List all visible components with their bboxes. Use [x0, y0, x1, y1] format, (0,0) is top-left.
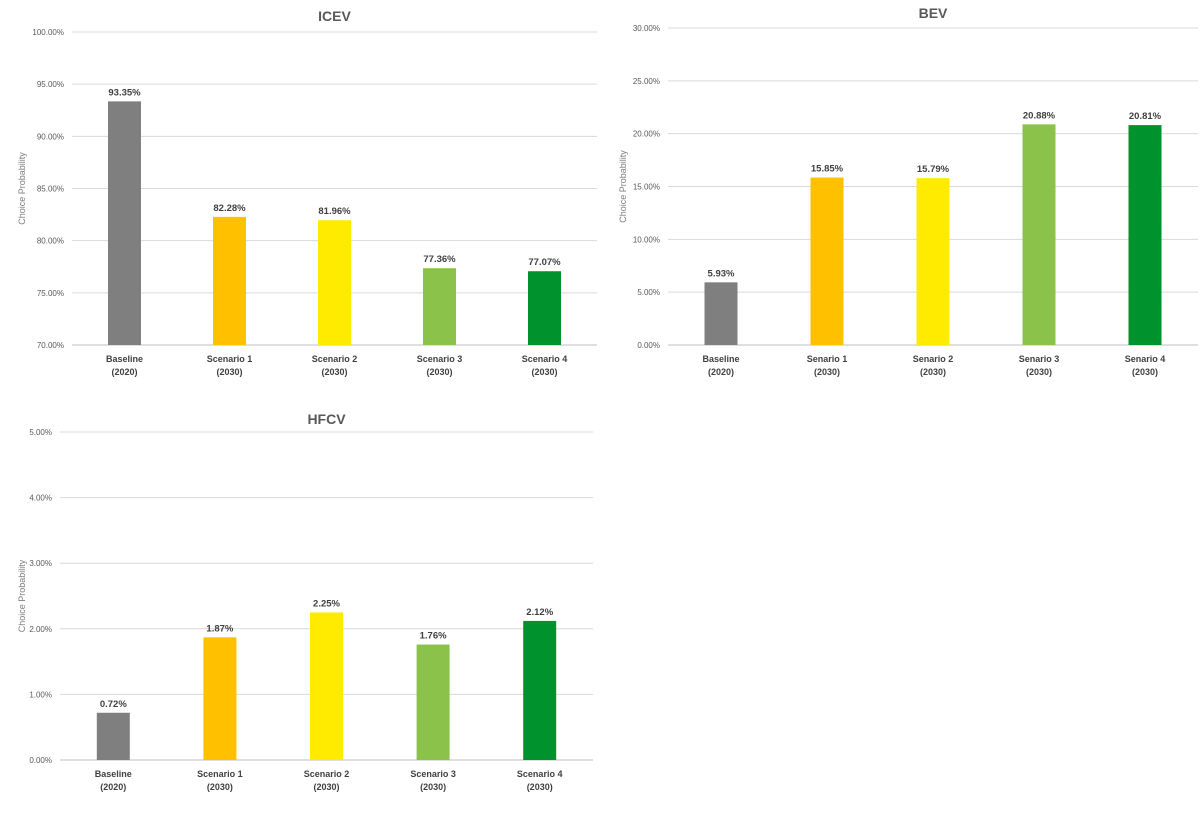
- bev-category-label: Senario 4: [1125, 354, 1166, 364]
- icev-bar: [108, 101, 141, 345]
- bev-data-label: 5.93%: [708, 268, 735, 279]
- hfcv-y-tick-label: 2.00%: [29, 625, 52, 634]
- bev-category-label: (2030): [1026, 367, 1052, 377]
- bev-y-axis-label: Choice Probability: [618, 150, 628, 223]
- icev-data-label: 77.07%: [528, 257, 561, 268]
- hfcv-bar: [523, 620, 557, 760]
- icev-data-label: 93.35%: [108, 87, 141, 98]
- hfcv-category-label: Scenario 4: [517, 769, 563, 779]
- hfcv-y-tick-label: 1.00%: [29, 690, 52, 699]
- hfcv-bar: [96, 712, 130, 760]
- bev-chart: BEV 0.00% 5.00% 10.00% 15.00% 20.00% 25.00% 30.…: [600, 0, 1203, 395]
- icev-category-label: Scenario 2: [312, 354, 358, 364]
- icev-y-tick-label: 85.00%: [37, 185, 64, 194]
- icev-y-tick-label: 90.00%: [37, 132, 64, 141]
- hfcv-category-label: (2030): [420, 782, 446, 792]
- icev-y-tick-label: 70.00%: [37, 341, 64, 350]
- icev-data-label: 81.96%: [318, 206, 351, 217]
- icev-category-label: (2030): [426, 367, 452, 377]
- bev-y-tick-label: 10.00%: [633, 235, 660, 244]
- hfcv-bar: [416, 644, 450, 760]
- bev-category-label: Senario 3: [1019, 354, 1060, 364]
- icev-category-label: Scenario 1: [207, 354, 253, 364]
- hfcv-chart: HFCV 0.00% 1.00% 2.00% 3.00% 4.00% 5.00% Choice…: [0, 405, 600, 810]
- icev-y-tick-label: 95.00%: [37, 80, 64, 89]
- hfcv-y-tick-label: 5.00%: [29, 428, 52, 437]
- icev-category-label: (2030): [321, 367, 347, 377]
- icev-category-label: Scenario 3: [417, 354, 463, 364]
- bev-category-label: Senario 1: [807, 354, 848, 364]
- icev-category-label: (2030): [216, 367, 242, 377]
- hfcv-chart-svg: HFCV 0.00% 1.00% 2.00% 3.00% 4.00% 5.00% Choice…: [17, 411, 593, 792]
- hfcv-category-label: Baseline: [95, 769, 132, 779]
- bev-bar: [810, 177, 844, 345]
- bev-chart-svg: BEV 0.00% 5.00% 10.00% 15.00% 20.00% 25.00% 30.…: [618, 5, 1198, 377]
- hfcv-y-tick-label: 0.00%: [29, 756, 52, 765]
- hfcv-data-label: 0.72%: [100, 699, 127, 710]
- bev-category-label: (2030): [920, 367, 946, 377]
- hfcv-category-label: (2020): [100, 782, 126, 792]
- icev-category-label: (2030): [531, 367, 557, 377]
- bev-data-label: 15.85%: [811, 164, 844, 175]
- hfcv-y-tick-label: 4.00%: [29, 494, 52, 503]
- bev-bar: [916, 178, 950, 345]
- icev-category-label: (2020): [111, 367, 137, 377]
- icev-bar: [318, 220, 351, 345]
- icev-y-tick-label: 100.00%: [32, 28, 64, 37]
- bev-category-label: Senario 2: [913, 354, 954, 364]
- icev-y-tick-label: 80.00%: [37, 237, 64, 246]
- icev-data-label: 82.28%: [213, 203, 246, 214]
- bev-y-tick-label: 15.00%: [633, 183, 660, 192]
- icev-category-label: Scenario 4: [522, 354, 568, 364]
- icev-chart-title: ICEV: [318, 8, 351, 24]
- hfcv-category-label: (2030): [313, 782, 339, 792]
- hfcv-data-label: 2.12%: [526, 607, 553, 618]
- icev-bar: [528, 271, 561, 345]
- icev-y-tick-label: 75.00%: [37, 289, 64, 298]
- icev-data-label: 77.36%: [423, 254, 456, 265]
- bev-y-tick-label: 20.00%: [633, 130, 660, 139]
- bev-bar: [1022, 124, 1056, 345]
- hfcv-data-label: 2.25%: [313, 598, 340, 609]
- hfcv-chart-title: HFCV: [307, 411, 346, 427]
- icev-y-axis-label: Choice Probability: [17, 152, 27, 225]
- hfcv-category-label: Scenario 3: [410, 769, 456, 779]
- bev-category-label: (2030): [814, 367, 840, 377]
- icev-chart: ICEV 70.00% 75.00% 80.00% 85.00% 90.00% 95.00%…: [0, 0, 600, 395]
- bev-bar: [704, 282, 738, 345]
- hfcv-category-label: Scenario 2: [304, 769, 350, 779]
- hfcv-category-label: Scenario 1: [197, 769, 243, 779]
- icev-bar: [423, 268, 456, 345]
- icev-category-label: Baseline: [106, 354, 143, 364]
- icev-bar: [213, 216, 246, 345]
- hfcv-data-label: 1.87%: [206, 623, 233, 634]
- hfcv-category-label: (2030): [527, 782, 553, 792]
- bev-category-label: Baseline: [702, 354, 739, 364]
- bev-data-label: 20.88%: [1023, 110, 1056, 121]
- bev-category-label: (2020): [708, 367, 734, 377]
- bev-bar: [1128, 125, 1162, 345]
- bev-y-tick-label: 5.00%: [637, 288, 660, 297]
- hfcv-y-axis-label: Choice Probability: [17, 559, 27, 632]
- bev-y-tick-label: 30.00%: [633, 24, 660, 33]
- bev-chart-title: BEV: [919, 5, 948, 21]
- hfcv-data-label: 1.76%: [420, 631, 447, 642]
- bev-y-tick-label: 0.00%: [637, 341, 660, 350]
- bev-data-label: 20.81%: [1129, 111, 1162, 122]
- hfcv-bar: [203, 637, 237, 760]
- bev-data-label: 15.79%: [917, 164, 950, 175]
- hfcv-y-tick-label: 3.00%: [29, 559, 52, 568]
- bev-category-label: (2030): [1132, 367, 1158, 377]
- hfcv-bar: [310, 612, 343, 760]
- icev-chart-svg: ICEV 70.00% 75.00% 80.00% 85.00% 90.00% 95.00%…: [17, 8, 597, 377]
- hfcv-category-label: (2030): [207, 782, 233, 792]
- bev-y-tick-label: 25.00%: [633, 77, 660, 86]
